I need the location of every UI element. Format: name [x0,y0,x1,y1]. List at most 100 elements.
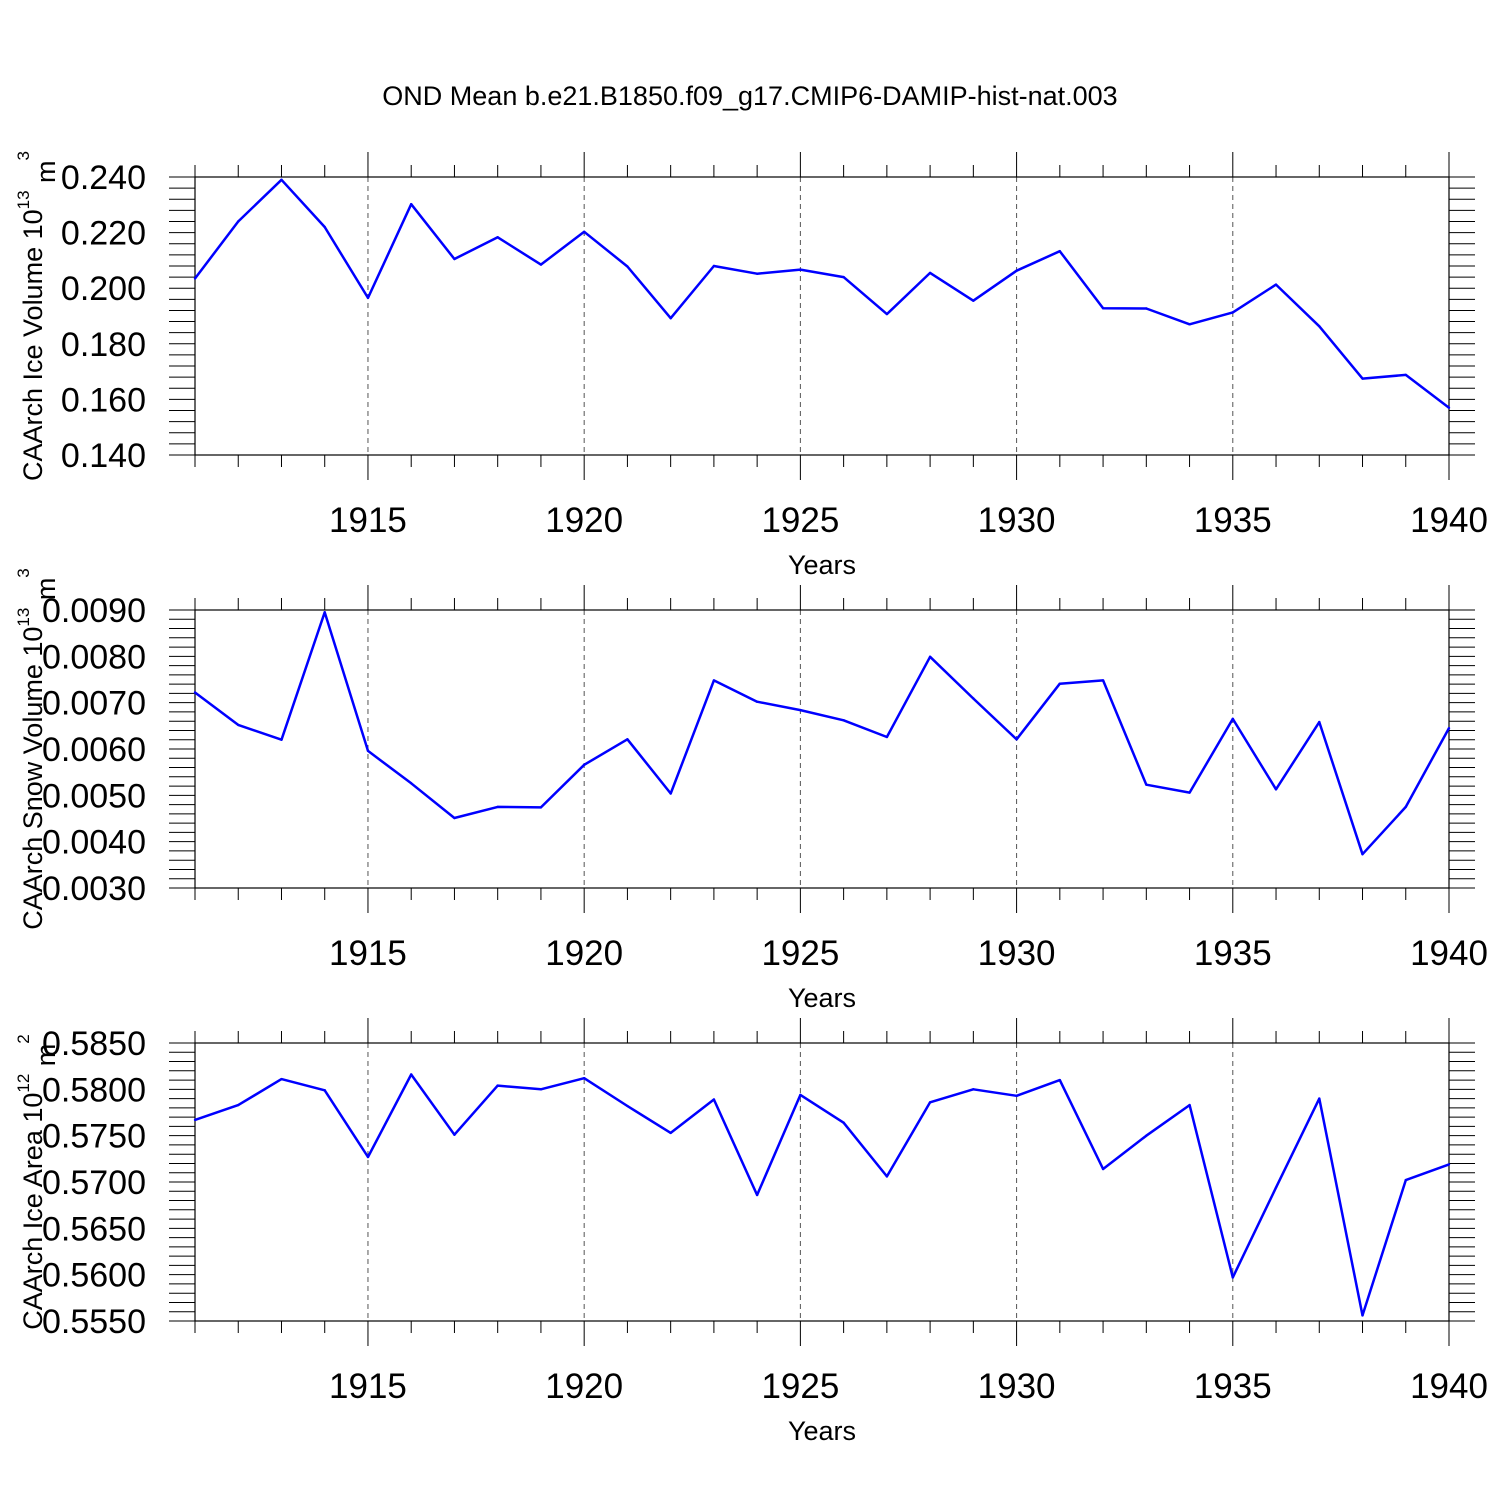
data-point [1274,283,1278,286]
series-line [194,1073,1450,1317]
x-tick-label: 1915 [329,501,407,540]
data-point [1231,717,1234,721]
data-point [1188,1103,1191,1107]
data-point [1145,1134,1148,1137]
data-point [755,1193,759,1197]
x-axis-label: Years [788,550,856,580]
data-point [1058,1078,1062,1082]
y-tick-label: 0.0070 [42,685,146,723]
x-tick-label: 1930 [978,1367,1056,1406]
y-tick-label: 0.5550 [42,1303,146,1341]
data-point [193,277,197,280]
chart-panel: 1915 1920 1925 1930 1935 1940 0.140 0.160 0.180 0… [14,151,1488,580]
data-point [1404,805,1407,809]
x-tick-label: 1940 [1410,1367,1488,1406]
data-point [1101,307,1105,310]
series-line [194,611,1451,856]
x-axis-label: Years [788,983,856,1013]
data-point [712,1098,716,1101]
data-point [1318,1097,1321,1100]
x-tick-label: 1940 [1410,501,1488,540]
data-point [799,268,802,271]
data-point [626,1104,629,1108]
data-point [323,225,326,229]
data-point [1447,406,1451,409]
data-point [496,1084,499,1087]
chart-panel: 1915 1920 1925 1930 1935 1940 0.0030 0.0040 0.00… [14,568,1488,1013]
data-point [755,700,759,703]
data-point [1101,679,1105,682]
panels: 1915 1920 1925 1930 1935 1940 0.140 0.160 0.180 0… [14,151,1488,1446]
y-axis-label-part: m [31,1044,61,1074]
data-point [1231,311,1234,314]
y-axis-label-part: CAArch Snow Volume 10 [18,627,48,930]
data-point [1188,791,1191,794]
y-axis-label: CAArch Snow Volume 1013 m3 [14,568,61,930]
data-point [453,816,456,820]
y-tick-label: 0.5650 [42,1210,146,1248]
data-point [842,719,845,722]
data-point [453,257,456,261]
data-point [193,1118,197,1122]
data-point [669,1131,672,1135]
y-axis-label-part: CAArch Ice Area 10 [18,1093,48,1330]
data-point [712,679,716,682]
data-point [1101,1167,1105,1171]
data-point [755,272,759,275]
data-point [280,1077,283,1081]
data-point [237,723,240,727]
data-point [626,738,629,741]
data-point [1318,720,1321,724]
data-point [885,1175,889,1178]
y-tick-label: 0.0090 [42,592,146,630]
data-point [1404,1178,1407,1182]
plot-frame [194,609,1450,889]
y-tick-label: 0.0060 [42,731,146,769]
data-point [842,275,845,279]
y-axis-label-part: m [31,160,61,190]
data-point [1361,377,1364,380]
data-point [928,655,932,658]
data-point [1447,726,1451,730]
data-point [972,299,975,302]
y-axis-label-part: 3 [14,568,33,577]
data-point [582,763,586,766]
data-point [1015,269,1018,272]
y-tick-label: 0.0050 [42,777,146,815]
x-tick-label: 1920 [545,1367,623,1406]
y-tick-label: 0.5850 [42,1025,146,1063]
data-point [410,1073,413,1076]
data-point [280,178,283,181]
y-axis-label: CAArch Ice Area 1012 m2 [14,1034,61,1330]
data-point [366,749,370,753]
data-point [1318,325,1321,328]
x-tick-label: 1925 [761,501,839,540]
x-tick-label: 1920 [545,934,623,973]
data-point [669,792,672,795]
data-point [972,697,975,700]
data-point [928,1101,932,1104]
y-tick-label: 0.200 [61,270,146,308]
y-tick-label: 0.5600 [42,1257,146,1295]
data-point [1447,1163,1451,1166]
y-tick-label: 0.5800 [42,1071,146,1109]
x-tick-label: 1930 [978,501,1056,540]
data-point [582,1077,586,1080]
y-axis-label-part: m [31,578,61,608]
data-point [626,265,629,268]
data-point [539,263,543,266]
y-axis-label-part: CAArch Ice Volume 10 [18,209,48,481]
data-point [885,735,889,739]
x-tick-label: 1930 [978,934,1056,973]
data-point [712,264,716,268]
data-point [366,1155,370,1159]
y-tick-label: 0.0080 [42,638,146,676]
data-point [237,1103,240,1107]
data-point [1274,788,1278,791]
data-point [539,1088,543,1091]
data-point [582,230,586,233]
x-axis-label: Years [788,1416,856,1446]
data-point [1274,1186,1278,1189]
